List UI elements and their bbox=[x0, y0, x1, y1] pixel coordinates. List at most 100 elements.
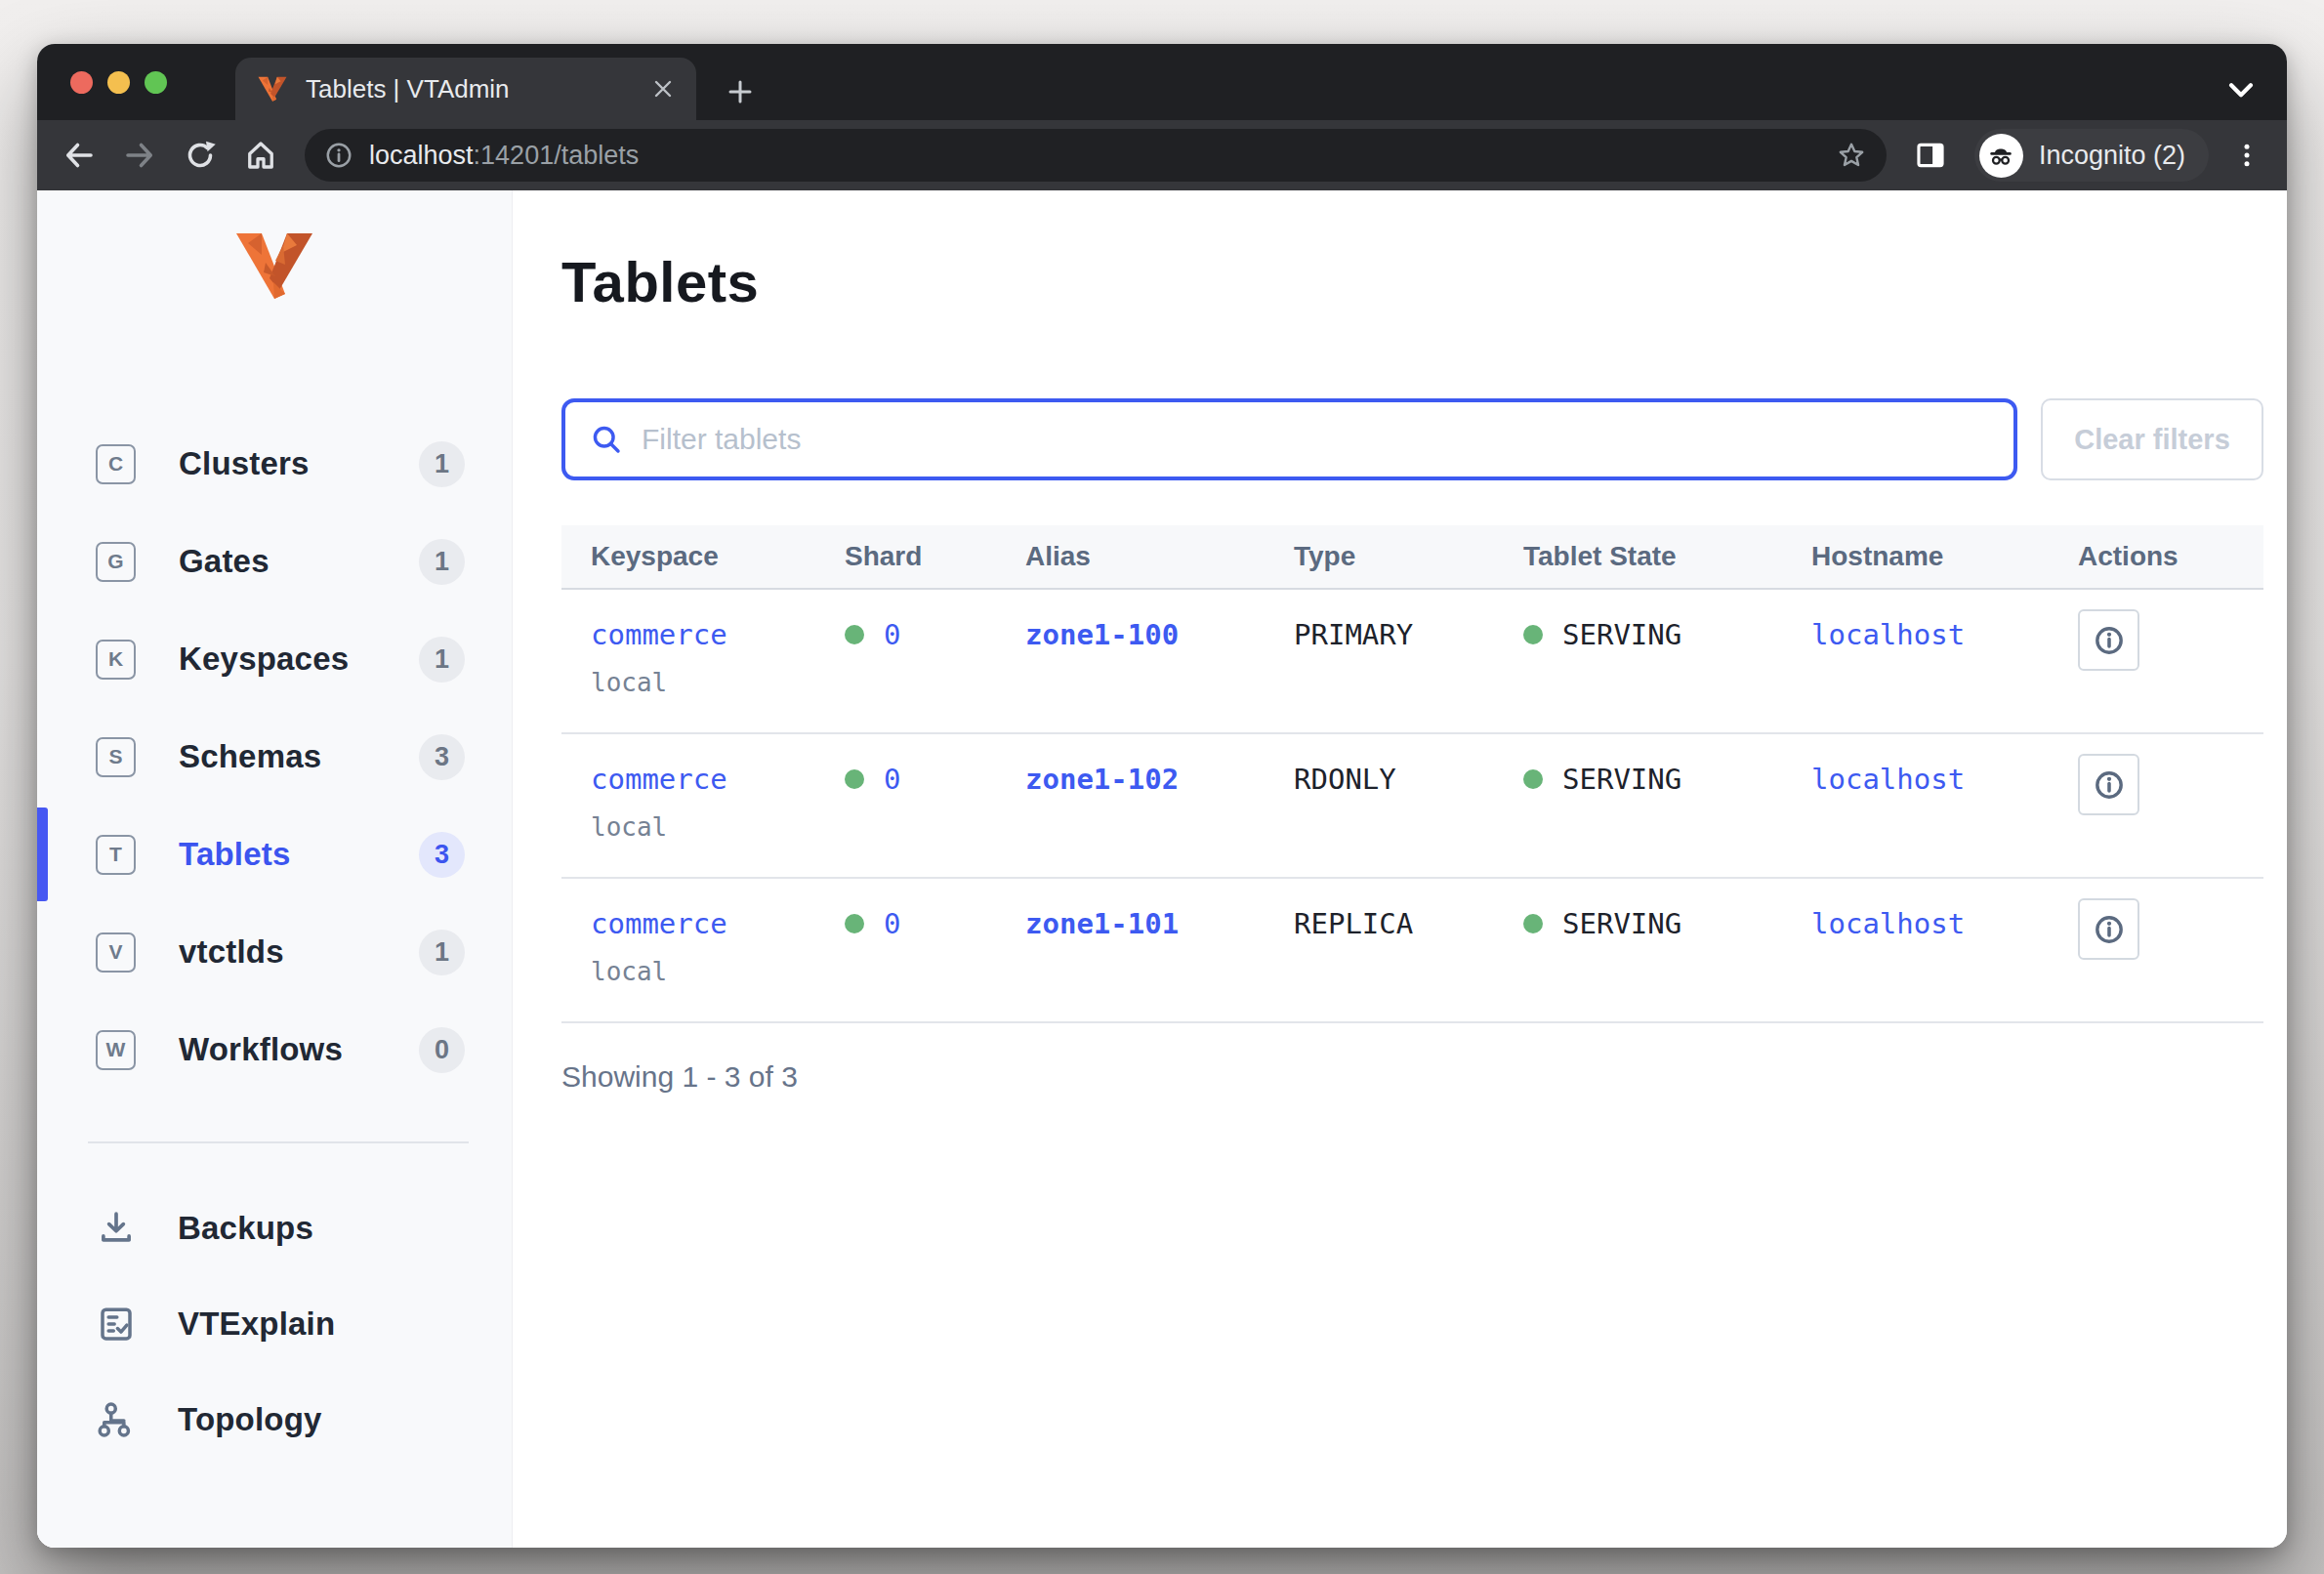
new-tab-button[interactable] bbox=[726, 77, 755, 106]
tablet-state: SERVING bbox=[1562, 615, 1681, 654]
vtexplain-document-icon bbox=[94, 1304, 139, 1345]
url-host: localhost bbox=[369, 141, 474, 170]
table-header-row: Keyspace Shard Alias Type Tablet State H… bbox=[561, 525, 2263, 590]
clear-filters-button[interactable]: Clear filters bbox=[2041, 398, 2263, 480]
site-info-icon[interactable] bbox=[324, 141, 353, 170]
shard-link[interactable]: 0 bbox=[884, 615, 900, 654]
column-header-keyspace: Keyspace bbox=[561, 541, 845, 572]
forward-icon[interactable] bbox=[113, 129, 166, 182]
keyspaces-icon: K bbox=[96, 640, 136, 680]
serving-status-dot bbox=[1523, 769, 1543, 789]
tablets-table: Keyspace Shard Alias Type Tablet State H… bbox=[561, 525, 2263, 1023]
cluster-label: local bbox=[591, 957, 845, 986]
sidebar-divider bbox=[88, 1141, 469, 1143]
sidebar-item-gates[interactable]: G Gates 1 bbox=[37, 513, 512, 610]
incognito-label: Incognito (2) bbox=[2039, 141, 2185, 171]
hostname-link[interactable]: localhost bbox=[1811, 760, 2078, 799]
address-bar[interactable]: localhost:14201/tablets bbox=[305, 129, 1887, 182]
sidebar-item-label: Backups bbox=[178, 1210, 313, 1247]
column-header-type: Type bbox=[1294, 541, 1523, 572]
schemas-icon: S bbox=[96, 737, 136, 777]
table-row: commerce local 0 zone1-102 RDONLY SERVIN… bbox=[561, 734, 2263, 879]
hostname-link[interactable]: localhost bbox=[1811, 904, 2078, 943]
clusters-icon: C bbox=[96, 444, 136, 484]
shard-link[interactable]: 0 bbox=[884, 904, 900, 943]
sidebar-item-tablets[interactable]: T Tablets 3 bbox=[37, 806, 512, 903]
zoom-window-button[interactable] bbox=[145, 71, 167, 94]
shard-status-dot bbox=[845, 914, 864, 933]
filter-tablets-input[interactable] bbox=[642, 423, 1990, 456]
incognito-badge[interactable]: Incognito (2) bbox=[1974, 129, 2209, 182]
vitess-favicon bbox=[257, 74, 288, 104]
sidebar-item-label: Gates bbox=[179, 543, 270, 580]
sidebar-item-keyspaces[interactable]: K Keyspaces 1 bbox=[37, 610, 512, 708]
topology-nodes-icon bbox=[94, 1399, 139, 1440]
backups-download-icon bbox=[94, 1208, 139, 1249]
browser-menu-icon[interactable] bbox=[2222, 129, 2271, 182]
tablet-type: RDONLY bbox=[1294, 760, 1523, 799]
keyspace-link[interactable]: commerce bbox=[591, 904, 845, 943]
sidebar: C Clusters 1 G Gates 1 K Keyspaces 1 S S… bbox=[37, 190, 513, 1548]
close-window-button[interactable] bbox=[70, 71, 93, 94]
browser-toolbar: localhost:14201/tablets Incognito (2) bbox=[37, 120, 2287, 190]
filter-row: Clear filters bbox=[561, 398, 2263, 480]
sidebar-item-label: Keyspaces bbox=[179, 641, 349, 678]
sidebar-item-workflows[interactable]: W Workflows 0 bbox=[37, 1001, 512, 1098]
vitess-logo[interactable] bbox=[37, 231, 512, 300]
cluster-label: local bbox=[591, 668, 845, 697]
home-icon[interactable] bbox=[234, 129, 287, 182]
page-title: Tablets bbox=[561, 249, 2263, 314]
column-header-tablet-state: Tablet State bbox=[1523, 541, 1811, 572]
incognito-icon bbox=[1979, 134, 2023, 178]
count-badge: 1 bbox=[419, 441, 465, 487]
sidebar-item-label: Topology bbox=[178, 1401, 322, 1438]
tablet-state: SERVING bbox=[1562, 904, 1681, 943]
main-content: Tablets Clear filters Keyspace Shard Ali… bbox=[513, 190, 2287, 1548]
side-panel-icon[interactable] bbox=[1904, 129, 1957, 182]
tablet-alias-link[interactable]: zone1-102 bbox=[1025, 760, 1294, 799]
filter-tablets-field[interactable] bbox=[561, 398, 2017, 480]
tablet-info-button[interactable] bbox=[2078, 754, 2139, 815]
tab-strip: Tablets | VTAdmin bbox=[37, 44, 2287, 120]
table-row: commerce local 0 zone1-101 REPLICA SERVI… bbox=[561, 879, 2263, 1023]
count-badge: 3 bbox=[419, 734, 465, 780]
browser-tab[interactable]: Tablets | VTAdmin bbox=[235, 58, 696, 120]
shard-status-dot bbox=[845, 769, 864, 789]
count-badge: 1 bbox=[419, 930, 465, 975]
serving-status-dot bbox=[1523, 625, 1543, 644]
sidebar-item-vtexplain[interactable]: VTExplain bbox=[37, 1276, 512, 1372]
tablet-info-button[interactable] bbox=[2078, 898, 2139, 960]
reload-icon[interactable] bbox=[174, 129, 227, 182]
search-icon bbox=[589, 422, 624, 457]
count-badge: 1 bbox=[419, 539, 465, 585]
sidebar-item-label: Clusters bbox=[179, 445, 310, 482]
tablet-type: REPLICA bbox=[1294, 904, 1523, 943]
tablet-state: SERVING bbox=[1562, 760, 1681, 799]
sidebar-item-schemas[interactable]: S Schemas 3 bbox=[37, 708, 512, 806]
tablet-info-button[interactable] bbox=[2078, 609, 2139, 671]
hostname-link[interactable]: localhost bbox=[1811, 615, 2078, 654]
tab-search-chevron-icon[interactable] bbox=[2224, 79, 2258, 103]
column-header-actions: Actions bbox=[2078, 541, 2263, 572]
sidebar-item-topology[interactable]: Topology bbox=[37, 1372, 512, 1468]
sidebar-item-vtctlds[interactable]: V vtctlds 1 bbox=[37, 903, 512, 1001]
tablet-alias-link[interactable]: zone1-100 bbox=[1025, 615, 1294, 654]
back-icon[interactable] bbox=[53, 129, 105, 182]
vtctlds-icon: V bbox=[96, 932, 136, 973]
url-text[interactable]: localhost:14201/tablets bbox=[369, 141, 1836, 171]
browser-window: Tablets | VTAdmin localhos bbox=[37, 44, 2287, 1548]
keyspace-link[interactable]: commerce bbox=[591, 760, 845, 799]
tab-close-icon[interactable] bbox=[651, 77, 675, 101]
sidebar-nav: C Clusters 1 G Gates 1 K Keyspaces 1 S S… bbox=[37, 415, 512, 1098]
keyspace-link[interactable]: commerce bbox=[591, 615, 845, 654]
bookmark-star-icon[interactable] bbox=[1836, 140, 1867, 171]
minimize-window-button[interactable] bbox=[107, 71, 130, 94]
shard-link[interactable]: 0 bbox=[884, 760, 900, 799]
tablet-alias-link[interactable]: zone1-101 bbox=[1025, 904, 1294, 943]
sidebar-item-label: Workflows bbox=[179, 1031, 343, 1068]
cluster-label: local bbox=[591, 812, 845, 842]
sidebar-item-backups[interactable]: Backups bbox=[37, 1180, 512, 1276]
serving-status-dot bbox=[1523, 914, 1543, 933]
tablets-icon: T bbox=[96, 835, 136, 875]
sidebar-item-clusters[interactable]: C Clusters 1 bbox=[37, 415, 512, 513]
